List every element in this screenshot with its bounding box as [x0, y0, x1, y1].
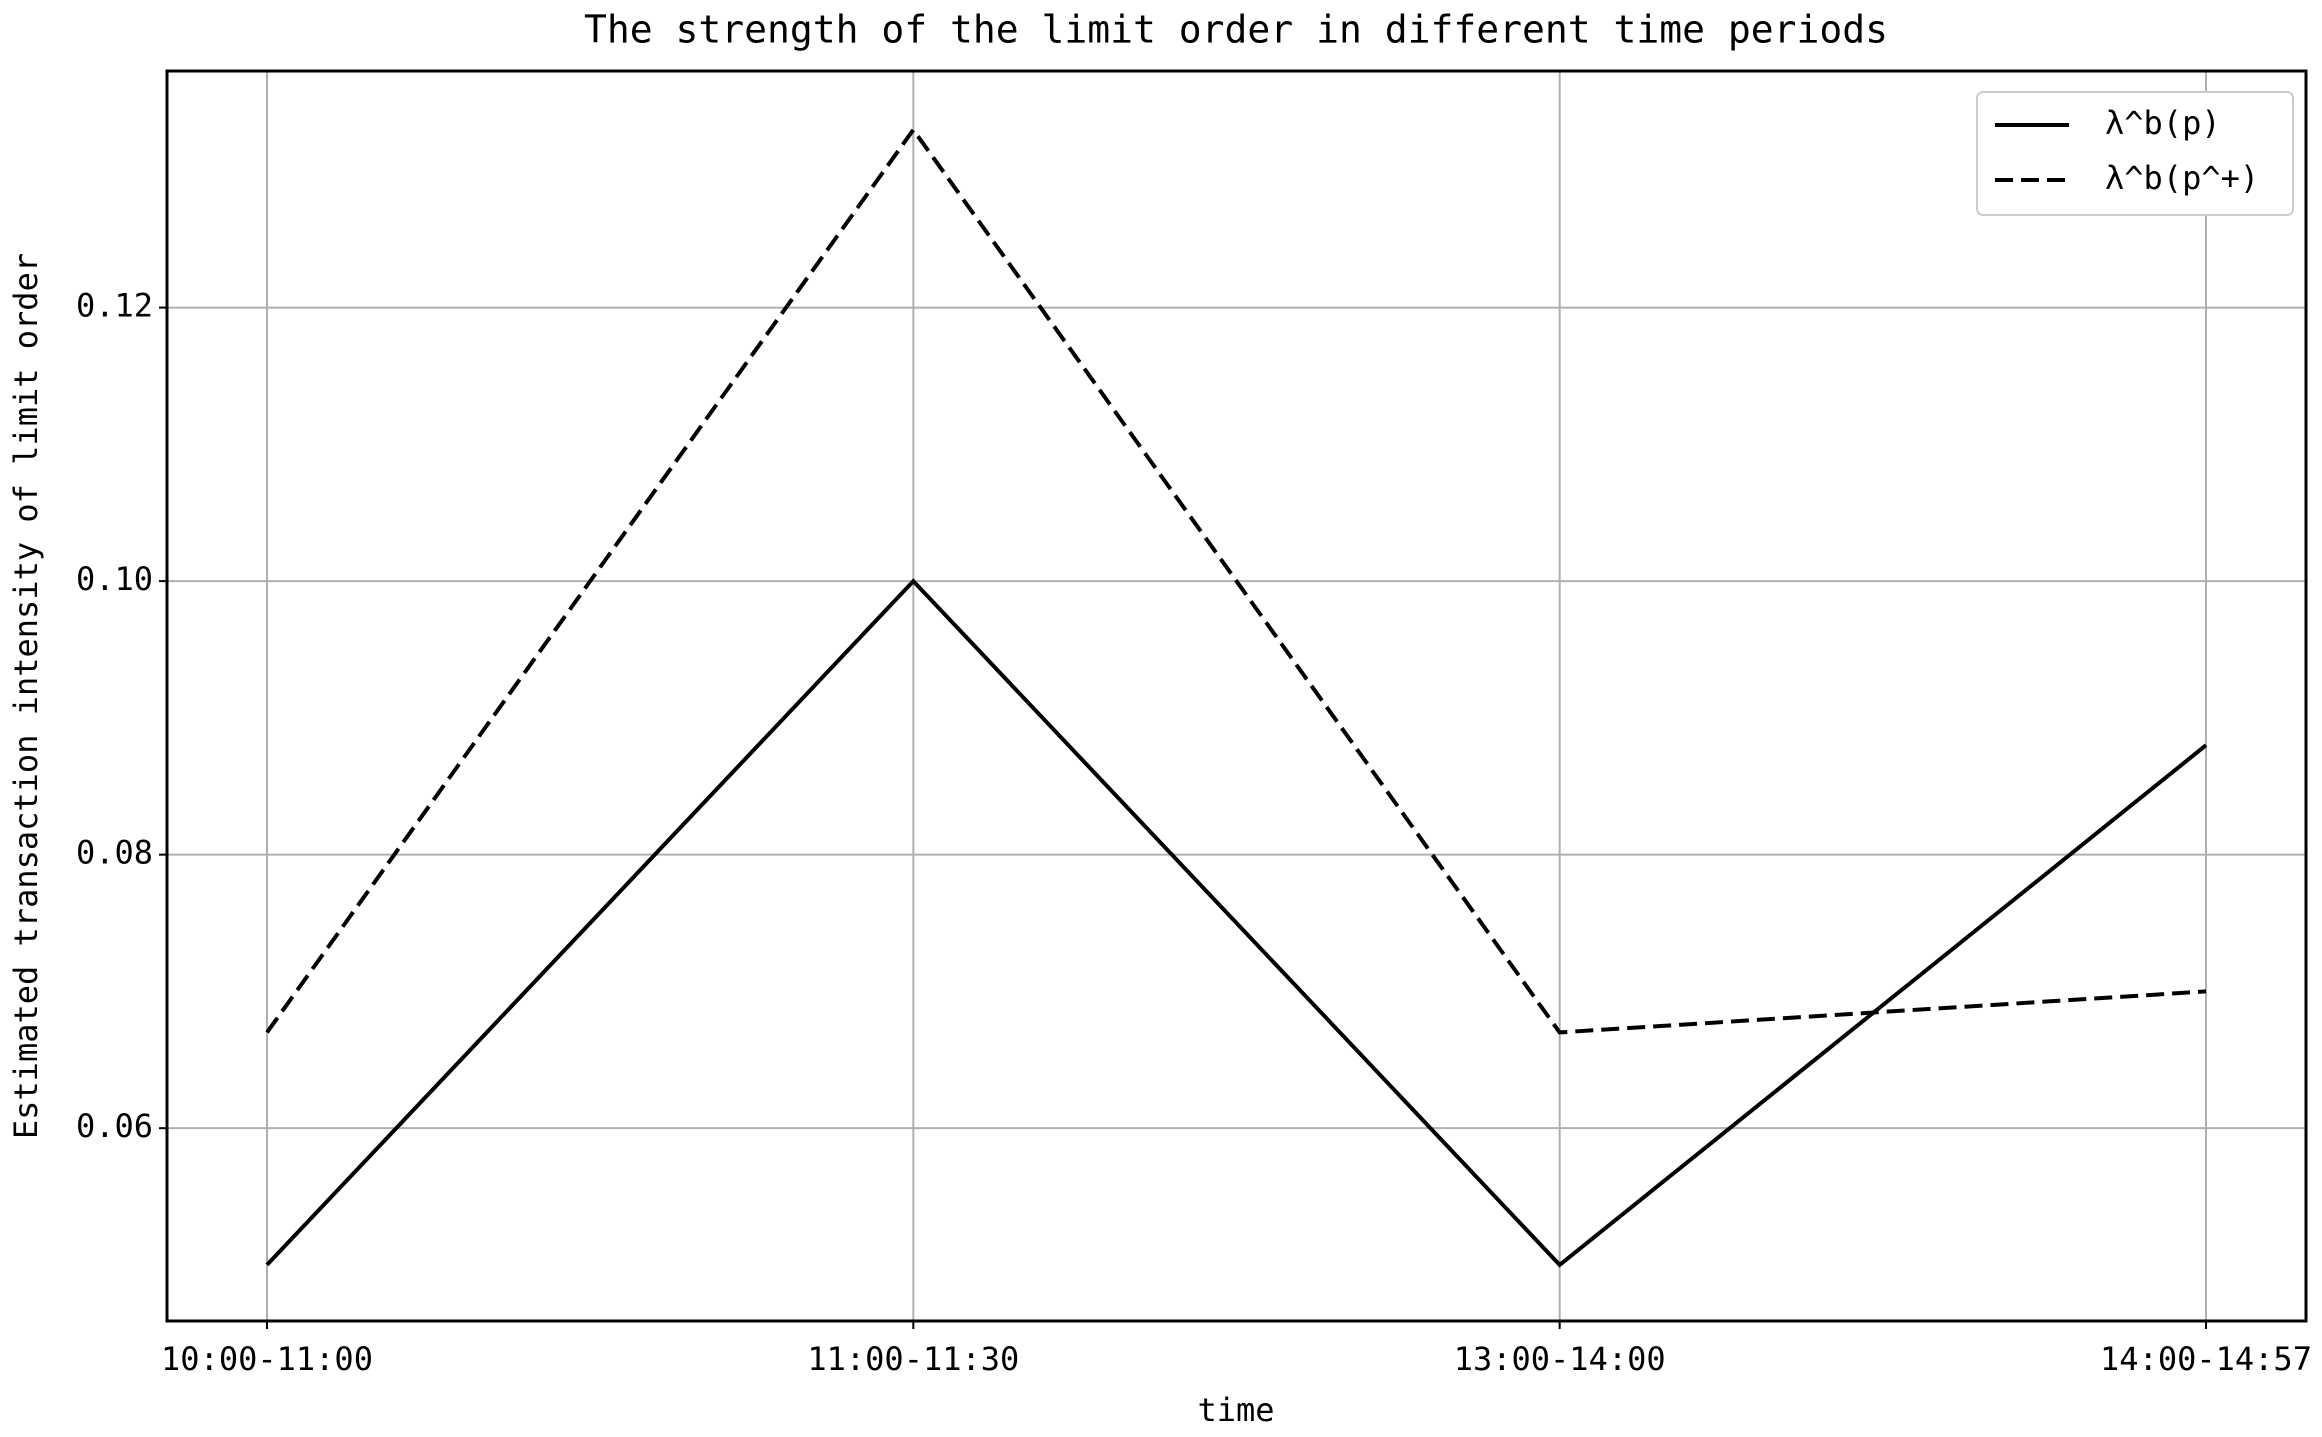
x-tick-label: 14:00-14:57: [2100, 1340, 2312, 1378]
legend-label: λ^b(p^+): [2105, 159, 2259, 197]
y-tick-label: 0.08: [76, 834, 153, 872]
series-line: [265, 126, 2207, 1035]
legend-label: λ^b(p): [2105, 104, 2221, 142]
x-axis-label: time: [1197, 1391, 1274, 1429]
legend-box: [1976, 91, 2294, 216]
y-tick-label: 0.06: [76, 1107, 153, 1145]
series-line: [265, 578, 2208, 1268]
x-tick-label: 10:00-11:00: [161, 1340, 373, 1378]
x-tick-label: 11:00-11:30: [807, 1340, 1019, 1378]
plot-frame: [165, 69, 2308, 1323]
y-tick-label: 0.12: [76, 287, 153, 325]
y-tick-label: 0.10: [76, 560, 153, 598]
x-tick-label: 13:00-14:00: [1454, 1340, 1666, 1378]
legend: λ^b(p) λ^b(p^+): [1976, 91, 2294, 216]
chart-title: The strength of the limit order in diffe…: [584, 8, 1888, 52]
y-axis-label: Estimated transaction intensity of limit…: [7, 253, 45, 1139]
